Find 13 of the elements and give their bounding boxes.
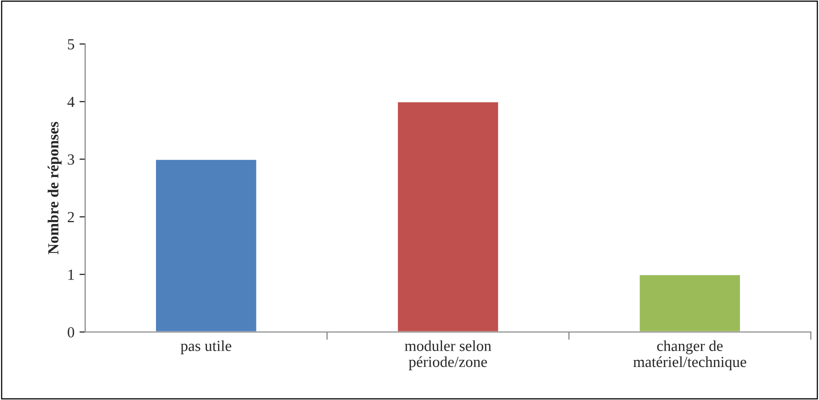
x-tick-label: moduler selon période/zone: [404, 340, 492, 370]
y-axis-title: Nombre de réponses: [48, 122, 62, 254]
bar: [154, 158, 258, 332]
x-tick-label: changer de matériel/technique: [633, 340, 746, 370]
y-tick-label: 3: [68, 154, 74, 165]
y-tick-label: 5: [68, 39, 74, 50]
y-tick-label: 2: [68, 212, 74, 222]
bar: [638, 274, 742, 332]
y-tick-label: 1: [68, 270, 74, 280]
x-tick-label: pas utile: [180, 340, 232, 354]
y-tick-label: 0: [68, 327, 74, 338]
y-tick-label: 4: [67, 96, 75, 107]
bar: [396, 100, 500, 332]
